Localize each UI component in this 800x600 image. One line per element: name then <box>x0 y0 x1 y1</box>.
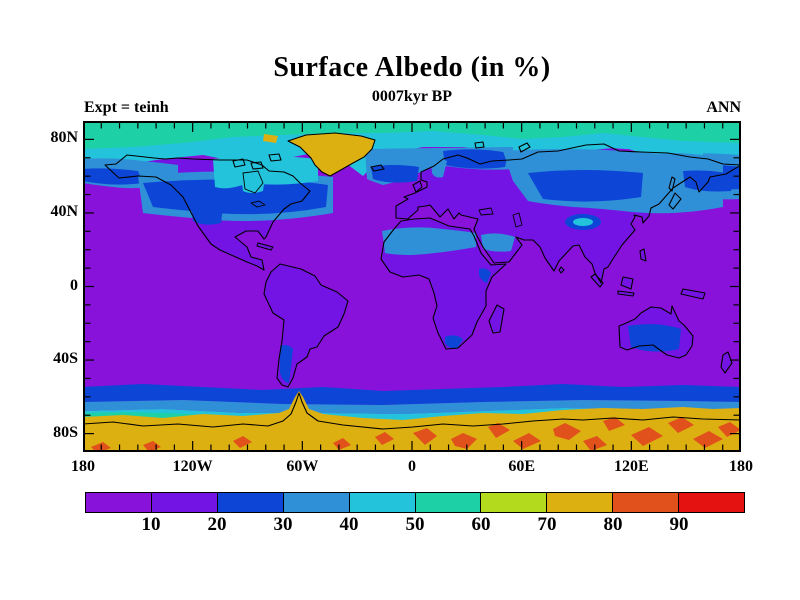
hudson-bay-outline <box>242 170 264 194</box>
colorbar-segment <box>283 493 350 512</box>
scandes-blue <box>431 159 447 178</box>
albedo-map <box>83 121 741 452</box>
colorbar-label: 80 <box>603 514 623 535</box>
colorbar-segment <box>217 493 284 512</box>
x-axis-label: 180 <box>71 458 95 475</box>
great-lakes-outline <box>250 200 266 208</box>
colorbar-labels: 10 20 30 40 50 60 70 80 90 <box>85 514 745 540</box>
horn-deepblue <box>479 268 491 283</box>
safrica-deepblue <box>445 335 463 349</box>
siberia-deepblue <box>528 170 643 202</box>
colorbar-segment <box>613 493 680 512</box>
australia-deepblue <box>628 324 681 352</box>
lakes <box>242 170 523 228</box>
coastlines <box>83 132 741 430</box>
x-axis-label: 120E <box>613 458 649 475</box>
experiment-label: Expt = teinh <box>84 99 169 116</box>
colorbar-segment <box>86 493 152 512</box>
colorbar-label: 20 <box>207 514 227 535</box>
colorbar-label: 10 <box>141 514 161 535</box>
figure-title: Surface Albedo (in %) <box>273 52 551 83</box>
map-panel <box>83 121 741 452</box>
colorbar-segment <box>481 493 548 512</box>
season-label: ANN <box>706 99 741 116</box>
antarctic-coastline <box>83 392 741 430</box>
y-axis-label: 40S <box>53 350 78 368</box>
natl-deepblue <box>371 165 419 183</box>
x-axis-label: 60E <box>508 458 535 475</box>
y-axis-label: 40N <box>50 202 78 220</box>
arabia-blue <box>481 233 515 252</box>
map-frame <box>83 121 741 452</box>
x-axis-label: 0 <box>408 458 416 475</box>
siberia-coast-cyan <box>513 138 703 155</box>
y-axis-label: 80N <box>50 129 78 147</box>
black-sea-outline <box>478 207 494 216</box>
rockies-deepblue <box>191 204 223 225</box>
canada-deepblue <box>143 179 328 215</box>
barents-deepblue <box>443 149 508 169</box>
antarctic-deepblue-band <box>83 384 741 405</box>
figure-subtitle: 0007kyr BP <box>371 88 453 105</box>
npac-deepblue <box>83 168 143 185</box>
y-axis-label: 0 <box>70 276 78 294</box>
patagonia-deepblue <box>280 345 293 383</box>
ellesmere-ice <box>263 134 278 143</box>
axis-ticks <box>85 123 739 450</box>
colorbar-label: 40 <box>339 514 359 535</box>
caspian-sea-outline <box>512 212 523 228</box>
archipelago-cyan <box>213 156 318 189</box>
colorbar-segment <box>349 493 416 512</box>
x-axis-label: 120W <box>172 458 213 475</box>
colorbar-segment <box>547 493 614 512</box>
colorbar-label: 60 <box>471 514 491 535</box>
colorbar-segment <box>415 493 482 512</box>
tibet-cyan <box>573 218 593 226</box>
colorbar-segment <box>679 493 745 512</box>
colorbar-segment <box>151 493 218 512</box>
sahara-blue <box>382 227 476 255</box>
colorbar-label: 90 <box>669 514 689 535</box>
antarctica-ice <box>83 391 741 452</box>
colorbar-label: 50 <box>405 514 425 535</box>
x-axis-label: 60W <box>286 458 319 475</box>
colorbar-label: 30 <box>273 514 293 535</box>
x-axis-label: 180 <box>729 458 753 475</box>
antarctic-blue-band <box>83 400 741 414</box>
colorbar-label: 70 <box>537 514 557 535</box>
y-axis-label: 80S <box>53 423 78 441</box>
antarctica-red-patches <box>91 417 741 452</box>
colorbar <box>85 492 745 513</box>
